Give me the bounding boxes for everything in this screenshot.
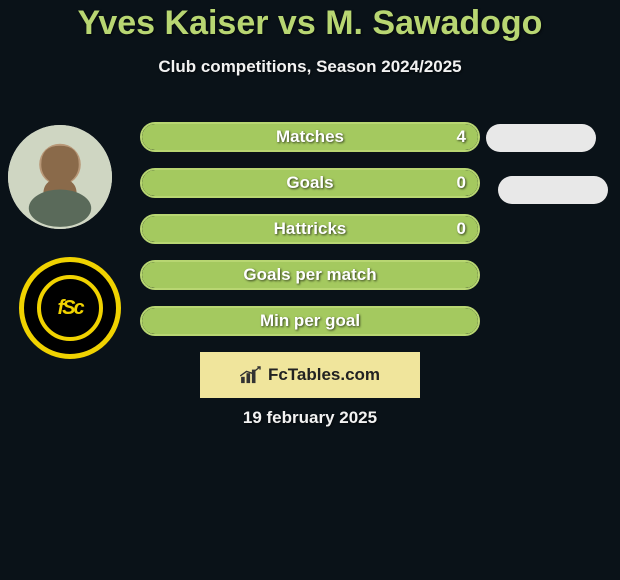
date-line: 19 february 2025 xyxy=(0,408,620,428)
right-pill-1 xyxy=(486,124,596,152)
comparison-card: Yves Kaiser vs M. Sawadogo Club competit… xyxy=(0,0,620,580)
stat-bar-label: Matches xyxy=(142,124,478,150)
page-title: Yves Kaiser vs M. Sawadogo xyxy=(0,0,620,43)
chart-icon xyxy=(240,366,262,384)
stat-bar: Goals0 xyxy=(140,168,480,198)
stat-bar: Matches4 xyxy=(140,122,480,152)
stat-bar-label: Hattricks xyxy=(142,216,478,242)
stat-bar-value: 0 xyxy=(457,170,466,196)
stat-bar: Hattricks0 xyxy=(140,214,480,244)
right-pill-2 xyxy=(498,176,608,204)
stat-bar: Goals per match xyxy=(140,260,480,290)
stat-bar-value: 0 xyxy=(457,216,466,242)
stat-bar-label: Goals xyxy=(142,170,478,196)
brand-text: FcTables.com xyxy=(268,365,380,385)
stat-bars: Matches4Goals0Hattricks0Goals per matchM… xyxy=(140,122,480,352)
stat-bar: Min per goal xyxy=(140,306,480,336)
club-badge: fSc xyxy=(19,257,121,359)
stat-bar-value: 4 xyxy=(457,124,466,150)
player-photo xyxy=(8,125,112,229)
subtitle: Club competitions, Season 2024/2025 xyxy=(0,57,620,77)
stat-bar-label: Min per goal xyxy=(142,308,478,334)
club-badge-text: fSc xyxy=(37,275,103,341)
brand-box[interactable]: FcTables.com xyxy=(200,352,420,398)
player-silhouette-icon xyxy=(8,125,112,229)
stat-bar-label: Goals per match xyxy=(142,262,478,288)
